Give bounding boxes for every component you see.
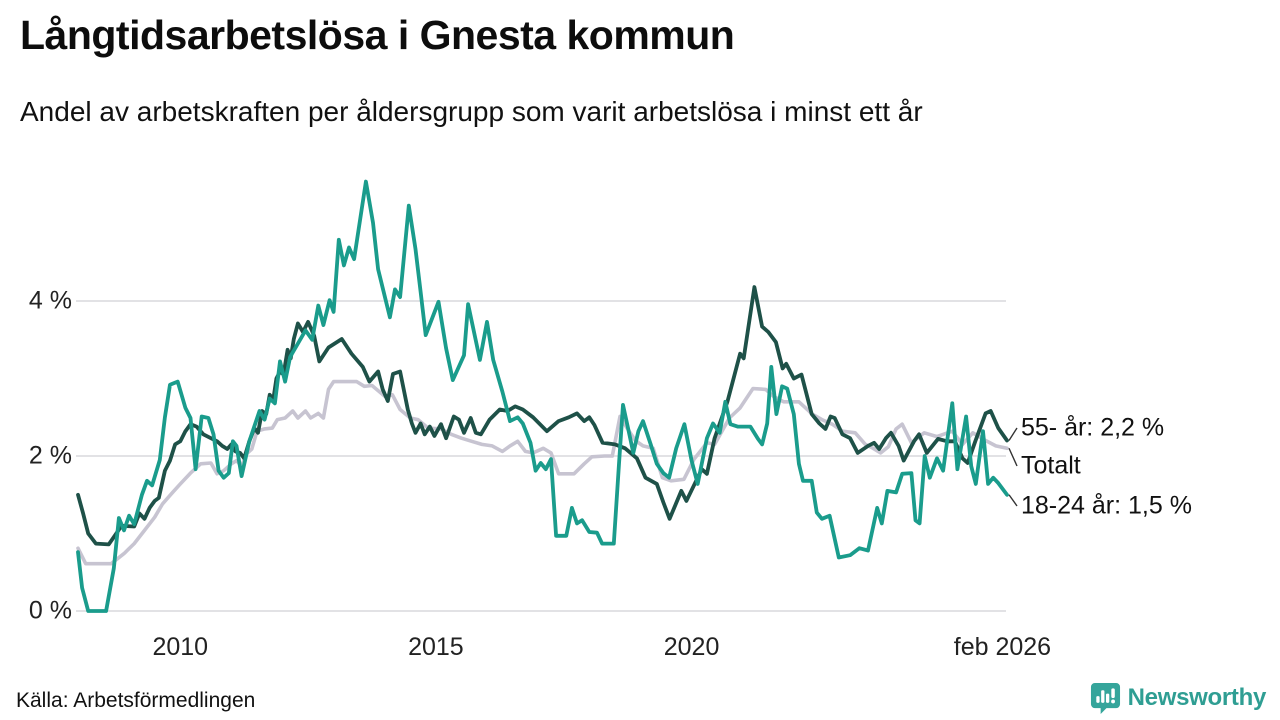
page-title: Långtidsarbetslösa i Gnesta kommun — [20, 12, 735, 58]
series-line-55-r — [76, 285, 1009, 547]
leader-line — [1008, 447, 1018, 467]
x-tick-label: feb 2026 — [953, 633, 1052, 661]
x-tick-label: 2020 — [663, 633, 720, 661]
newsworthy-icon — [1090, 682, 1120, 714]
series-line-totalt — [76, 379, 1009, 566]
brand-logo: Newsworthy — [1090, 682, 1266, 714]
series-line-18-24-r — [76, 179, 1009, 613]
source-note: Källa: Arbetsförmedlingen — [16, 689, 256, 712]
leader-line — [1008, 494, 1018, 507]
page-subtitle: Andel av arbetskraften per åldersgrupp s… — [20, 96, 923, 127]
leader-line — [1008, 427, 1018, 441]
end-label-55-r: 55- år: 2,2 % — [1021, 413, 1165, 442]
end-label-18-24-r: 18-24 år: 1,5 % — [1021, 491, 1192, 520]
end-label-totalt: Totalt — [1021, 451, 1081, 480]
y-tick-label: 0 % — [28, 596, 72, 625]
x-tick-label: 2010 — [152, 633, 209, 661]
y-tick-label: 4 % — [28, 286, 72, 315]
x-tick-label: 2015 — [408, 633, 464, 661]
brand-name: Newsworthy — [1127, 684, 1267, 711]
y-tick-label: 2 % — [28, 441, 72, 470]
